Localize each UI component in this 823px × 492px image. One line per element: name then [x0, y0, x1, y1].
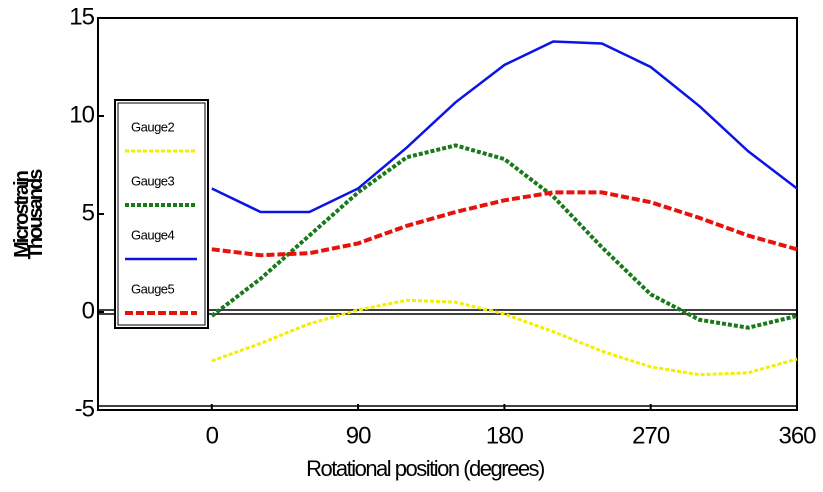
- series-line: [211, 40, 798, 214]
- x-tick-label: 180: [486, 422, 524, 449]
- x-tick-label: 0: [206, 422, 219, 449]
- legend-label: Gauge2: [131, 119, 175, 134]
- y-tick-label: 0: [82, 297, 95, 324]
- legend-label: Gauge3: [131, 173, 175, 188]
- y-tick-label: 15: [69, 3, 94, 30]
- y-axis-label: MicrostrainThousands: [11, 169, 47, 260]
- y-axis-label-line: Microstrain: [11, 171, 33, 258]
- x-axis-label: Rotational position (degrees): [306, 456, 544, 481]
- series-line: [211, 298, 798, 377]
- y-axis-label-line: Thousands: [25, 169, 47, 260]
- legend-box: [114, 99, 209, 329]
- legend-label: Gauge5: [131, 281, 175, 296]
- y-tick-label: -5: [75, 395, 95, 422]
- x-tick-label: 270: [632, 422, 670, 449]
- y-tick-label: 5: [82, 199, 95, 226]
- y-tick-label: 10: [69, 101, 94, 128]
- x-tick-label: 360: [778, 422, 816, 449]
- legend-box-inner: [117, 102, 206, 326]
- series-line: [211, 190, 798, 258]
- legend-label: Gauge4: [131, 227, 175, 242]
- x-tick-label: 90: [346, 422, 371, 449]
- series-line: [210, 143, 798, 330]
